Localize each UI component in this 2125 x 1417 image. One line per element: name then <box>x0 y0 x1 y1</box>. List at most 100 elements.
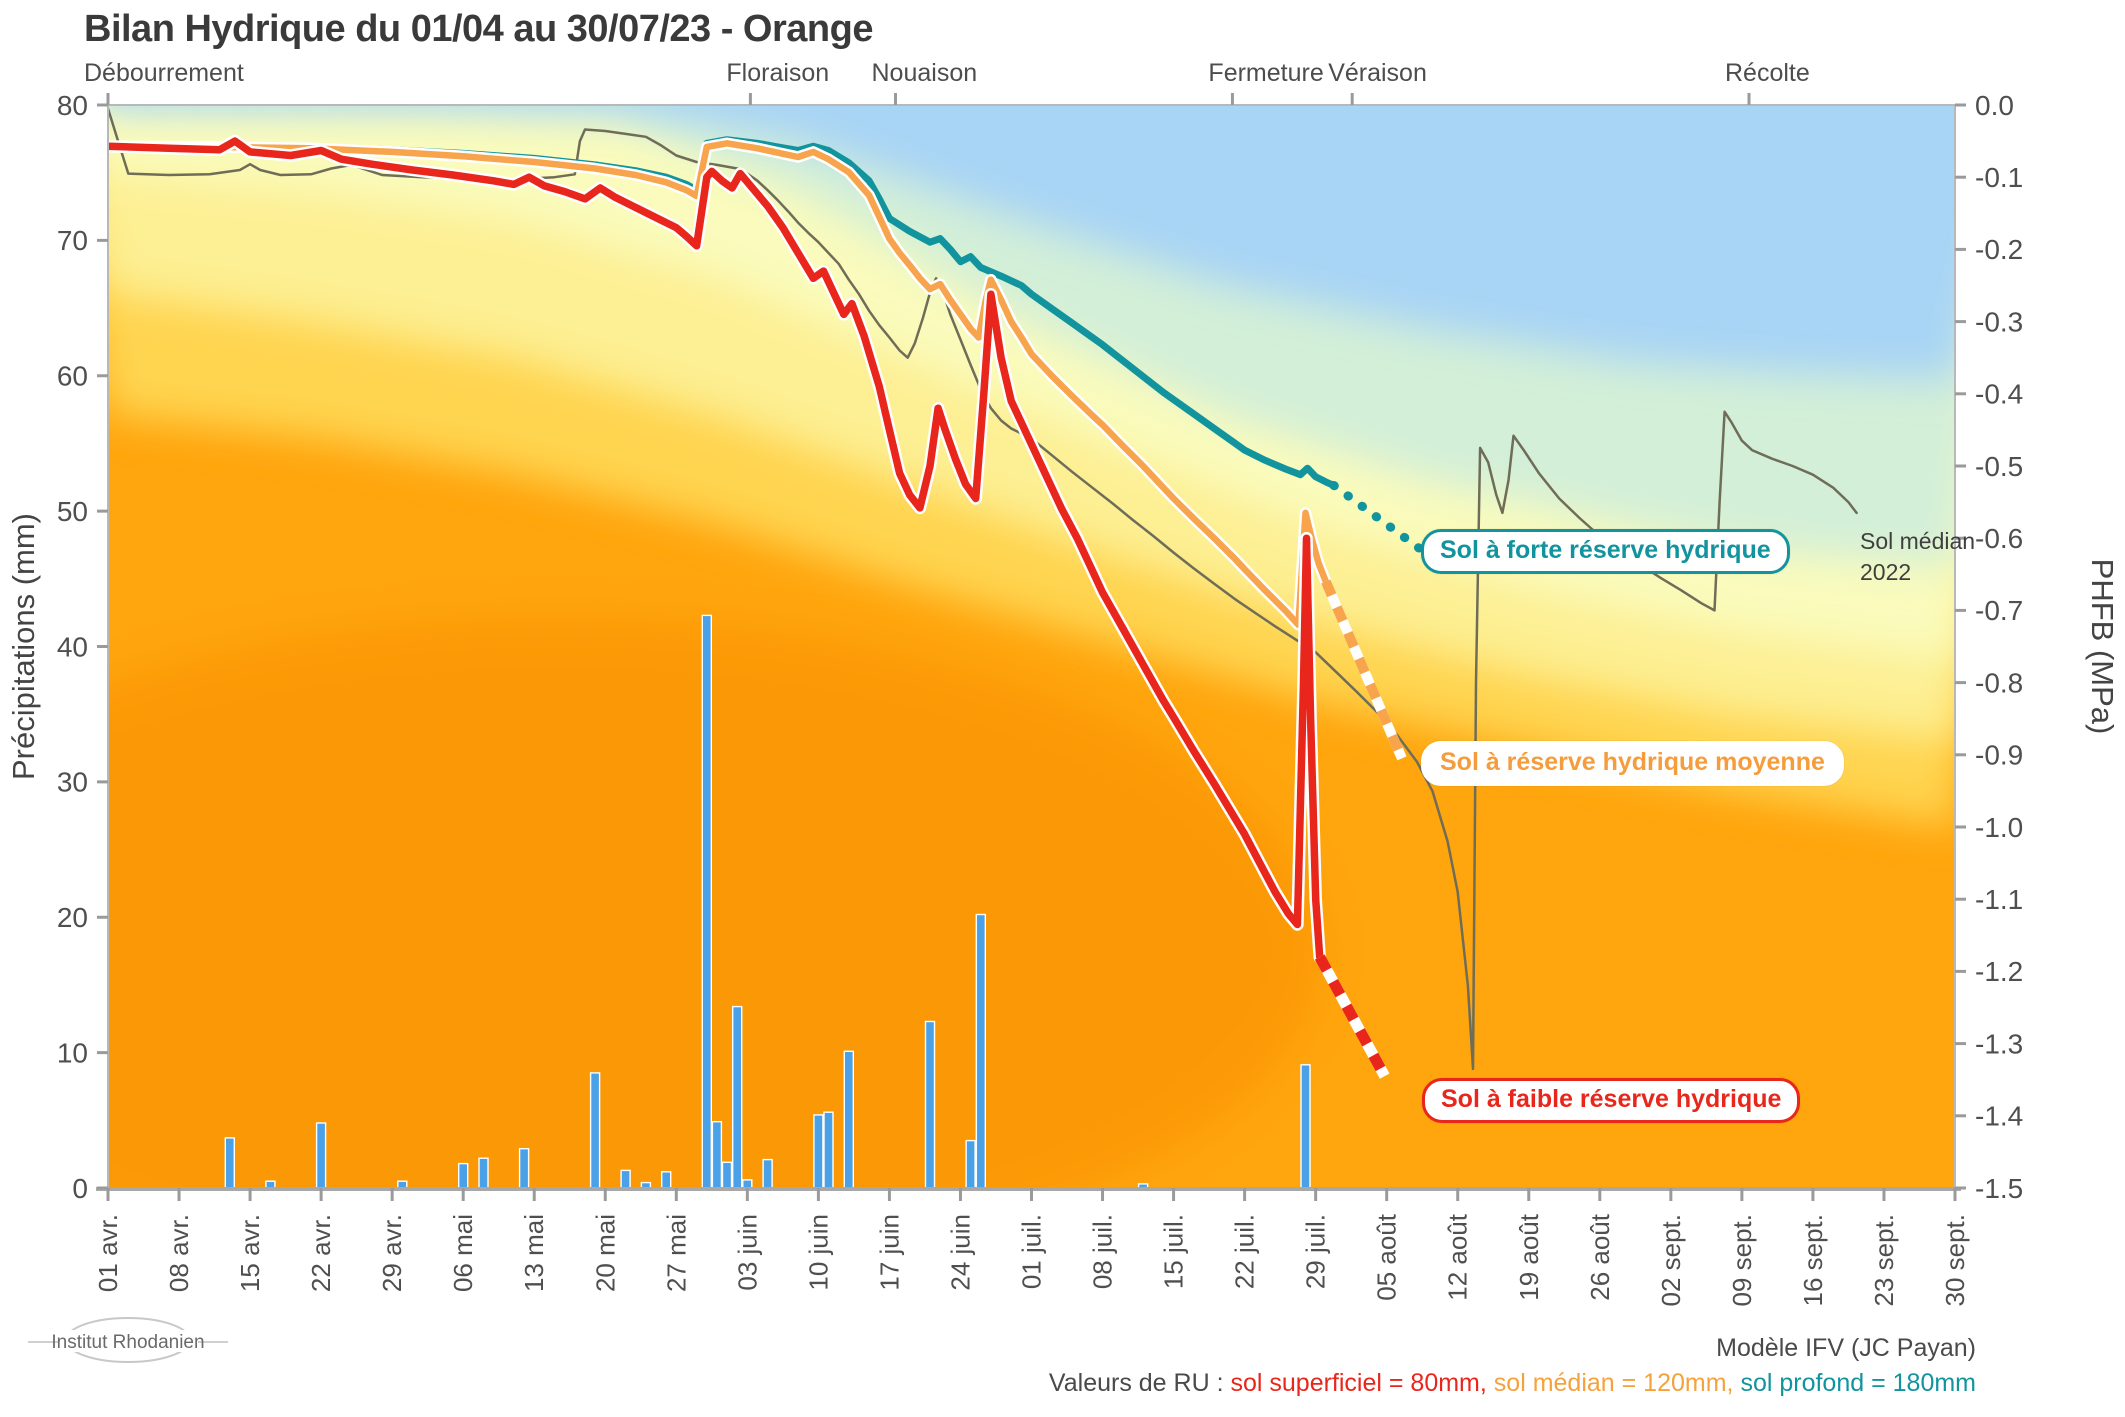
svg-text:01 avr.: 01 avr. <box>93 1214 123 1292</box>
logo-text-plate <box>64 1330 192 1352</box>
model-credit: Modèle IFV (JC Payan) <box>1716 1334 1976 1362</box>
svg-text:70: 70 <box>57 225 88 256</box>
svg-text:26 août: 26 août <box>1585 1213 1615 1301</box>
y-right-title: PHFB (MPa) <box>2085 559 2120 735</box>
precip-bar <box>224 1137 236 1188</box>
svg-text:15 juil.: 15 juil. <box>1159 1214 1189 1289</box>
svg-text:50: 50 <box>57 496 88 527</box>
svg-text:19 août: 19 août <box>1514 1213 1544 1301</box>
svg-text:23 sept.: 23 sept. <box>1869 1214 1899 1307</box>
ru-values-note: Valeurs de RU : sol superficiel = 80mm, … <box>1049 1369 1976 1398</box>
precip-bar <box>975 913 986 1188</box>
svg-text:16 sept.: 16 sept. <box>1798 1214 1828 1307</box>
svg-text:-0.3: -0.3 <box>1975 306 2023 337</box>
svg-text:30: 30 <box>57 767 88 798</box>
precip-bar <box>732 1005 743 1188</box>
y-left-title: Précipitations (mm) <box>6 513 41 780</box>
stage-label: Véraison <box>1328 59 1427 87</box>
svg-text:02 sept.: 02 sept. <box>1656 1214 1686 1307</box>
precip-bar <box>1137 1183 1149 1188</box>
stage-label: Fermeture <box>1208 59 1323 87</box>
svg-text:-0.7: -0.7 <box>1975 595 2023 626</box>
precip-bar <box>518 1147 530 1188</box>
svg-text:12 août: 12 août <box>1443 1213 1473 1301</box>
stage-label: Floraison <box>726 59 829 87</box>
svg-text:09 sept.: 09 sept. <box>1727 1214 1757 1307</box>
svg-text:-0.6: -0.6 <box>1975 523 2023 554</box>
precip-bar <box>589 1072 601 1188</box>
svg-text:08 juil.: 08 juil. <box>1088 1214 1118 1289</box>
precip-bar <box>1300 1064 1311 1188</box>
svg-text:-0.1: -0.1 <box>1975 162 2023 193</box>
svg-text:24 juin: 24 juin <box>945 1214 975 1291</box>
x-axis: 01 avr. 08 avr. 15 avr. 22 avr. 29 avr. 06 ma… <box>93 1188 1970 1307</box>
label-sol-forte-reserve: Sol à forte réserve hydrique <box>1421 529 1790 574</box>
precip-bar <box>265 1180 276 1188</box>
svg-text:03 juin: 03 juin <box>732 1214 762 1291</box>
ru-profond: sol profond = 180mm <box>1733 1369 1976 1397</box>
label-sol-faible-reserve: Sol à faible réserve hydrique <box>1422 1078 1801 1123</box>
precip-bar <box>315 1122 327 1188</box>
svg-text:-1.2: -1.2 <box>1975 956 2023 987</box>
svg-text:-0.4: -0.4 <box>1975 379 2023 410</box>
stage-label: Nouaison <box>872 59 978 87</box>
precip-bar <box>701 614 712 1188</box>
svg-text:22 juil.: 22 juil. <box>1230 1214 1260 1289</box>
precip-bar <box>823 1111 834 1188</box>
precip-bar <box>478 1157 489 1188</box>
label-sol-reserve-moyenne: Sol à réserve hydrique moyenne <box>1421 741 1844 786</box>
svg-text:17 juin: 17 juin <box>874 1214 904 1291</box>
svg-text:13 mai: 13 mai <box>519 1214 549 1292</box>
svg-text:-0.8: -0.8 <box>1975 667 2023 698</box>
precip-bar <box>711 1120 723 1188</box>
svg-text:-0.5: -0.5 <box>1975 451 2023 482</box>
svg-text:0.0: 0.0 <box>1975 90 2014 121</box>
line-sol-median <box>108 137 1407 761</box>
svg-text:-0.2: -0.2 <box>1975 234 2023 265</box>
precip-bar <box>661 1171 672 1188</box>
svg-text:60: 60 <box>57 361 88 392</box>
svg-text:06 mai: 06 mai <box>448 1214 478 1292</box>
label-sol-median-line2: 2022 <box>1860 559 1912 585</box>
logo-text: Institut Rhodanien <box>51 1332 204 1353</box>
svg-text:10: 10 <box>57 1037 88 1068</box>
svg-text:20: 20 <box>57 902 88 933</box>
svg-text:30 sept.: 30 sept. <box>1940 1214 1970 1307</box>
precipitation-bars <box>224 614 1311 1188</box>
y-right-axis: 0.0 -0.1 -0.2 -0.3 -0.4 -0.5 -0.6 -0.7 -0.8 -0.9 -… <box>1955 90 2023 1204</box>
precip-bar <box>965 1139 976 1188</box>
svg-text:27 mai: 27 mai <box>661 1214 691 1292</box>
svg-text:-1.1: -1.1 <box>1975 884 2023 915</box>
ru-intro: Valeurs de RU : <box>1048 1369 1231 1397</box>
svg-text:-1.5: -1.5 <box>1975 1173 2023 1204</box>
label-sol-median-line1: Sol médian <box>1860 528 1976 554</box>
svg-text:15 avr.: 15 avr. <box>235 1214 265 1292</box>
svg-text:-1.4: -1.4 <box>1975 1101 2023 1132</box>
line-sol-median-2022 <box>108 107 1858 1071</box>
plot-background <box>108 105 1955 1188</box>
y-left-axis: 0 10 20 30 40 50 60 70 80 <box>57 90 108 1204</box>
svg-text:-1.3: -1.3 <box>1975 1028 2023 1059</box>
line-sol-superficiel <box>108 134 1390 1079</box>
precip-bar <box>397 1180 408 1188</box>
svg-text:01 juil.: 01 juil. <box>1017 1214 1047 1289</box>
svg-text:29 juil.: 29 juil. <box>1301 1214 1331 1289</box>
ru-superficiel: sol superficiel = 80mm, <box>1230 1369 1487 1397</box>
svg-text:29 avr.: 29 avr. <box>377 1214 407 1292</box>
svg-text:10 juin: 10 juin <box>803 1214 833 1291</box>
stage-label: Récolte <box>1725 59 1810 87</box>
precip-bar <box>843 1050 854 1188</box>
svg-text:20 mai: 20 mai <box>590 1214 620 1292</box>
precip-bar <box>813 1114 824 1188</box>
precip-bar <box>721 1161 733 1188</box>
label-sol-median-2022: Sol médian 2022 <box>1860 526 1975 588</box>
precip-bar <box>742 1179 753 1188</box>
svg-text:80: 80 <box>57 90 88 121</box>
svg-text:05 août: 05 août <box>1372 1213 1402 1301</box>
zone-blue <box>108 105 1955 380</box>
precip-bar <box>620 1169 631 1188</box>
svg-text:-1.0: -1.0 <box>1975 812 2023 843</box>
stage-label: Débourrement <box>84 59 244 87</box>
